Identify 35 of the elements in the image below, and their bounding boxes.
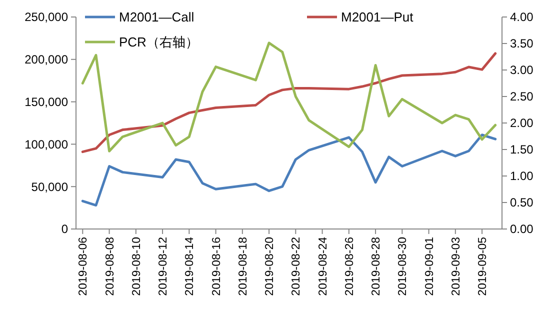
x-tick-label: 2019-08-16 xyxy=(210,237,223,296)
x-tick-label: 2019-08-22 xyxy=(290,237,303,296)
y2-tick-label: 2.50 xyxy=(510,90,534,104)
y2-tick-label: 0.00 xyxy=(510,222,534,236)
x-tick-label: 2019-09-03 xyxy=(450,237,462,296)
y-tick-label: 200,000 xyxy=(24,52,68,67)
legend-label: M2001—Call xyxy=(119,10,194,25)
y-tick-label: 50,000 xyxy=(31,180,68,194)
y-tick-label: 0 xyxy=(61,222,68,236)
legend-label: PCR（右轴） xyxy=(119,34,198,50)
y-tick-label: 150,000 xyxy=(24,95,68,109)
y2-tick-label: 4.00 xyxy=(510,10,534,24)
x-tick-label: 2019-08-12 xyxy=(158,237,170,296)
y-tick-label: 100,000 xyxy=(24,137,68,152)
y2-tick-label: 1.50 xyxy=(510,142,534,157)
y2-tick-label: 2.00 xyxy=(510,116,534,130)
x-tick-label: 2019-08-30 xyxy=(397,237,410,296)
x-tick-label: 2019-08-20 xyxy=(264,237,276,296)
y-tick-label: 250,000 xyxy=(24,10,68,24)
x-tick-label: 2019-09-01 xyxy=(424,237,436,296)
y2-tick-label: 3.00 xyxy=(510,63,534,78)
y2-tick-label: 0.50 xyxy=(510,196,534,210)
x-tick-label: 2019-08-10 xyxy=(130,237,143,296)
line-series xyxy=(81,134,497,207)
x-tick-label: 2019-08-08 xyxy=(104,237,116,296)
y2-tick-label: 1.00 xyxy=(510,169,534,184)
x-tick-label: 2019-08-14 xyxy=(184,236,196,296)
y2-tick-label: 3.50 xyxy=(510,36,534,51)
legend-label: M2001—Put xyxy=(341,10,414,25)
x-tick-label: 2019-09-05 xyxy=(477,237,490,296)
x-tick-label: 2019-08-26 xyxy=(344,237,356,296)
x-tick-label: 2019-08-28 xyxy=(370,237,383,296)
x-tick-label: 2019-08-24 xyxy=(317,236,330,296)
x-tick-label: 2019-08-06 xyxy=(78,237,90,296)
x-tick-label: 2019-08-18 xyxy=(237,237,250,296)
